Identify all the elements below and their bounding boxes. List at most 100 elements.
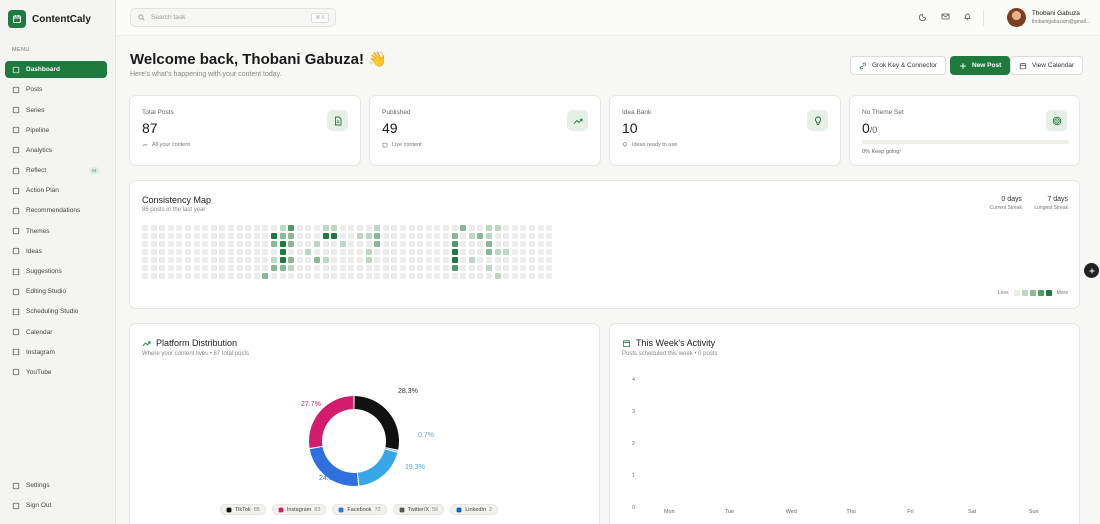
- heatmap-cell: [408, 225, 415, 231]
- heatmap-cell: [305, 241, 312, 247]
- legend-swatch: [1013, 290, 1020, 296]
- heatmap-cell: [288, 257, 295, 263]
- heatmap-cell: [210, 249, 217, 255]
- heatmap-cell: [468, 257, 475, 263]
- sidebar-item-themes[interactable]: Themes: [5, 223, 107, 240]
- sidebar-item-editing-studio[interactable]: Editing Studio: [5, 283, 107, 300]
- heatmap-cell: [443, 273, 449, 279]
- sidebar-item-scheduling-studio[interactable]: Scheduling Studio: [5, 303, 107, 320]
- sidebar-item-youtube[interactable]: YouTube: [5, 364, 107, 381]
- heatmap-cell: [417, 257, 424, 263]
- heatmap-cell: [210, 225, 217, 231]
- heatmap-cell: [142, 249, 148, 255]
- chip-count: 56: [432, 506, 439, 513]
- heatmap-cell: [494, 273, 501, 279]
- user-menu[interactable]: Thobani Gabuza thobanigabuzam@gmail...: [1006, 8, 1090, 27]
- sidebar-item-instagram[interactable]: Instagram: [5, 344, 107, 361]
- user-name: Thobani Gabuza: [1031, 10, 1080, 17]
- grok-connector-button[interactable]: Grok Key & Connector: [850, 56, 947, 75]
- heatmap-cell: [288, 249, 295, 255]
- heatmap-cell: [494, 225, 501, 231]
- heatmap-cell: [357, 241, 363, 247]
- donut-label: 27.7%: [301, 401, 321, 408]
- heatmap-cell: [150, 233, 157, 239]
- sidebar-item-posts[interactable]: Posts: [5, 81, 107, 98]
- link-icon: [859, 62, 867, 69]
- heatmap-cell: [537, 257, 544, 263]
- stat-card-theme: No Theme Set 0/0 0% Keep going!: [849, 95, 1080, 166]
- app-logo[interactable]: ContentCaly: [8, 10, 91, 28]
- view-calendar-button[interactable]: View Calendar: [1010, 56, 1084, 75]
- heatmap-cell: [503, 241, 510, 247]
- heatmap-cell: [271, 257, 277, 263]
- heatmap-cell: [529, 273, 535, 279]
- heatmap-cell: [486, 241, 492, 247]
- sidebar-item-ideas[interactable]: Ideas: [5, 243, 107, 260]
- new-post-button[interactable]: New Post: [950, 56, 1011, 75]
- legend-more: More: [1056, 290, 1068, 296]
- heatmap-cell: [537, 241, 544, 247]
- heatmap-cell: [305, 249, 312, 255]
- heatmap-cell: [279, 233, 286, 239]
- sidebar: ContentCaly MENU Dashboard Posts Series Pip…: [0, 0, 116, 524]
- sidebar-item-suggestions[interactable]: Suggestions: [5, 263, 107, 280]
- sidebar-item-label: Action Plan: [26, 187, 59, 195]
- heatmap-cell: [296, 257, 303, 263]
- heatmap-cell: [150, 257, 157, 263]
- sidebar-item-series[interactable]: Series: [5, 101, 107, 118]
- donut-slice-facebook[interactable]: [309, 446, 359, 486]
- chip-count: 2: [489, 506, 493, 513]
- sidebar-item-label: Suggestions: [26, 268, 62, 276]
- mail-icon[interactable]: [941, 12, 950, 21]
- sidebar-item-reflect[interactable]: Reflect AI: [5, 162, 107, 179]
- sidebar-item-calendar[interactable]: Calendar: [5, 323, 107, 340]
- heatmap-cell: [314, 233, 320, 239]
- y-tick-label: 2: [632, 441, 636, 447]
- sidebar-item-recommendations[interactable]: Recommendations: [5, 202, 107, 219]
- platform-chip[interactable]: Facebook 72: [332, 504, 387, 515]
- longest-streak-label: Longest Streak: [1034, 205, 1068, 211]
- floating-action-icon[interactable]: [1084, 263, 1099, 278]
- sidebar-item-sign-out[interactable]: Sign Out: [5, 497, 107, 514]
- heatmap-cell: [245, 225, 252, 231]
- heatmap-cell: [210, 265, 217, 271]
- calendar-small-icon: [382, 142, 388, 148]
- sidebar-item-settings[interactable]: Settings: [5, 477, 107, 494]
- search-input[interactable]: Search task ⌘ K: [130, 8, 336, 27]
- sidebar-item-pipeline[interactable]: Pipeline: [5, 122, 107, 139]
- avatar[interactable]: [1006, 8, 1026, 27]
- heatmap-cell: [417, 225, 424, 231]
- platform-chip[interactable]: Twitter/X 56: [392, 504, 445, 515]
- chip-count: 85: [253, 506, 260, 513]
- heatmap-cell: [288, 225, 295, 231]
- platform-chip[interactable]: TikTok 85: [220, 504, 266, 515]
- heatmap-cell: [546, 225, 553, 231]
- moon-icon[interactable]: [919, 12, 928, 21]
- heatmap-cell: [529, 233, 535, 239]
- heatmap-cell: [468, 233, 475, 239]
- heatmap-cell: [193, 225, 200, 231]
- heatmap-cell: [520, 249, 527, 255]
- scheduling-studio-icon: [12, 308, 20, 316]
- sidebar-bottom-nav: Settings Sign Out: [5, 477, 107, 517]
- lightbulb-icon: [807, 110, 828, 131]
- donut-slice-instagram[interactable]: [309, 396, 354, 448]
- heatmap-cell: [219, 273, 226, 279]
- sidebar-item-dashboard[interactable]: Dashboard: [5, 61, 107, 79]
- heatmap-cell: [365, 257, 372, 263]
- donut-slice-twitter-x[interactable]: [357, 449, 398, 486]
- heatmap-cell: [331, 265, 338, 271]
- platform-chip[interactable]: Instagram 83: [271, 504, 327, 515]
- sidebar-item-analytics[interactable]: Analytics: [5, 142, 107, 159]
- sidebar-item-action-plan[interactable]: Action Plan: [5, 182, 107, 199]
- donut-slice-tiktok[interactable]: [354, 396, 399, 450]
- bell-icon[interactable]: [963, 12, 972, 21]
- heatmap-cell: [357, 257, 363, 263]
- platform-chip[interactable]: LinkedIn 2: [450, 504, 499, 515]
- heatmap-cell: [228, 241, 234, 247]
- donut-slice-linkedin[interactable]: [385, 448, 398, 452]
- heatmap-cell: [537, 265, 544, 271]
- heatmap-cell: [314, 249, 320, 255]
- heatmap-cell: [219, 241, 226, 247]
- donut-label: 19.3%: [405, 464, 425, 471]
